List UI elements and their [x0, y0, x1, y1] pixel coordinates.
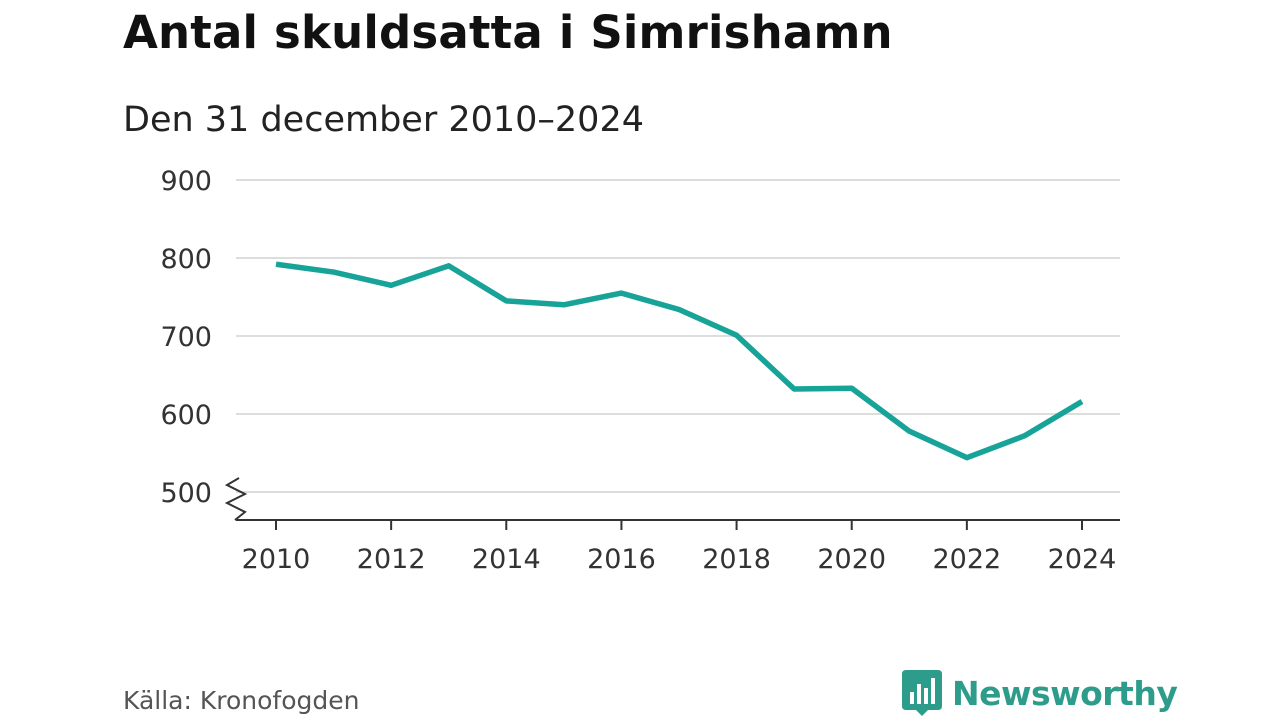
source-note: Källa: Kronofogden — [123, 686, 360, 715]
y-tick-label: 900 — [160, 166, 212, 197]
series-group — [275, 261, 1084, 461]
chart-subtitle: Den 31 december 2010–2024 — [123, 100, 644, 140]
newsworthy-logo: Newsworthy — [902, 670, 1178, 716]
brand-name: Newsworthy — [952, 673, 1178, 713]
x-tick-label: 2018 — [702, 544, 771, 575]
data-point — [562, 303, 565, 306]
series-line — [275, 261, 1084, 461]
data-point — [1023, 434, 1026, 437]
data-point — [908, 430, 911, 433]
y-tick-label: 500 — [160, 478, 212, 509]
y-tick-label: 800 — [160, 244, 212, 275]
y-axis-ticks: 500 600 700 800 900 — [160, 166, 212, 509]
x-tick-label: 2022 — [932, 544, 1001, 575]
y-tick-label: 600 — [160, 400, 212, 431]
data-point — [505, 299, 508, 302]
x-tick-label: 2012 — [357, 544, 426, 575]
data-point — [965, 456, 968, 459]
gridlines — [236, 179, 1120, 493]
x-axis-ticks: 2010 2012 2014 2016 2018 2020 2022 2024 — [242, 520, 1117, 575]
x-tick-label: 2024 — [1048, 544, 1117, 575]
x-tick-label: 2010 — [242, 544, 311, 575]
axis-break-icon — [224, 477, 248, 521]
axis-break-zigzag — [224, 477, 248, 521]
data-point — [1081, 400, 1084, 403]
bar-chart-logo-icon — [902, 670, 942, 716]
data-point — [793, 388, 796, 391]
data-point — [275, 263, 278, 266]
y-tick-label: 700 — [160, 322, 212, 353]
data-point — [447, 264, 450, 267]
data-point — [735, 334, 738, 337]
x-tick-label: 2014 — [472, 544, 541, 575]
data-point — [620, 292, 623, 295]
chart-title: Antal skuldsatta i Simrishamn — [123, 6, 893, 59]
data-point — [332, 271, 335, 274]
data-point — [678, 308, 681, 311]
x-tick-label: 2020 — [817, 544, 886, 575]
x-tick-label: 2016 — [587, 544, 656, 575]
data-point — [850, 387, 853, 390]
data-point — [390, 284, 393, 287]
